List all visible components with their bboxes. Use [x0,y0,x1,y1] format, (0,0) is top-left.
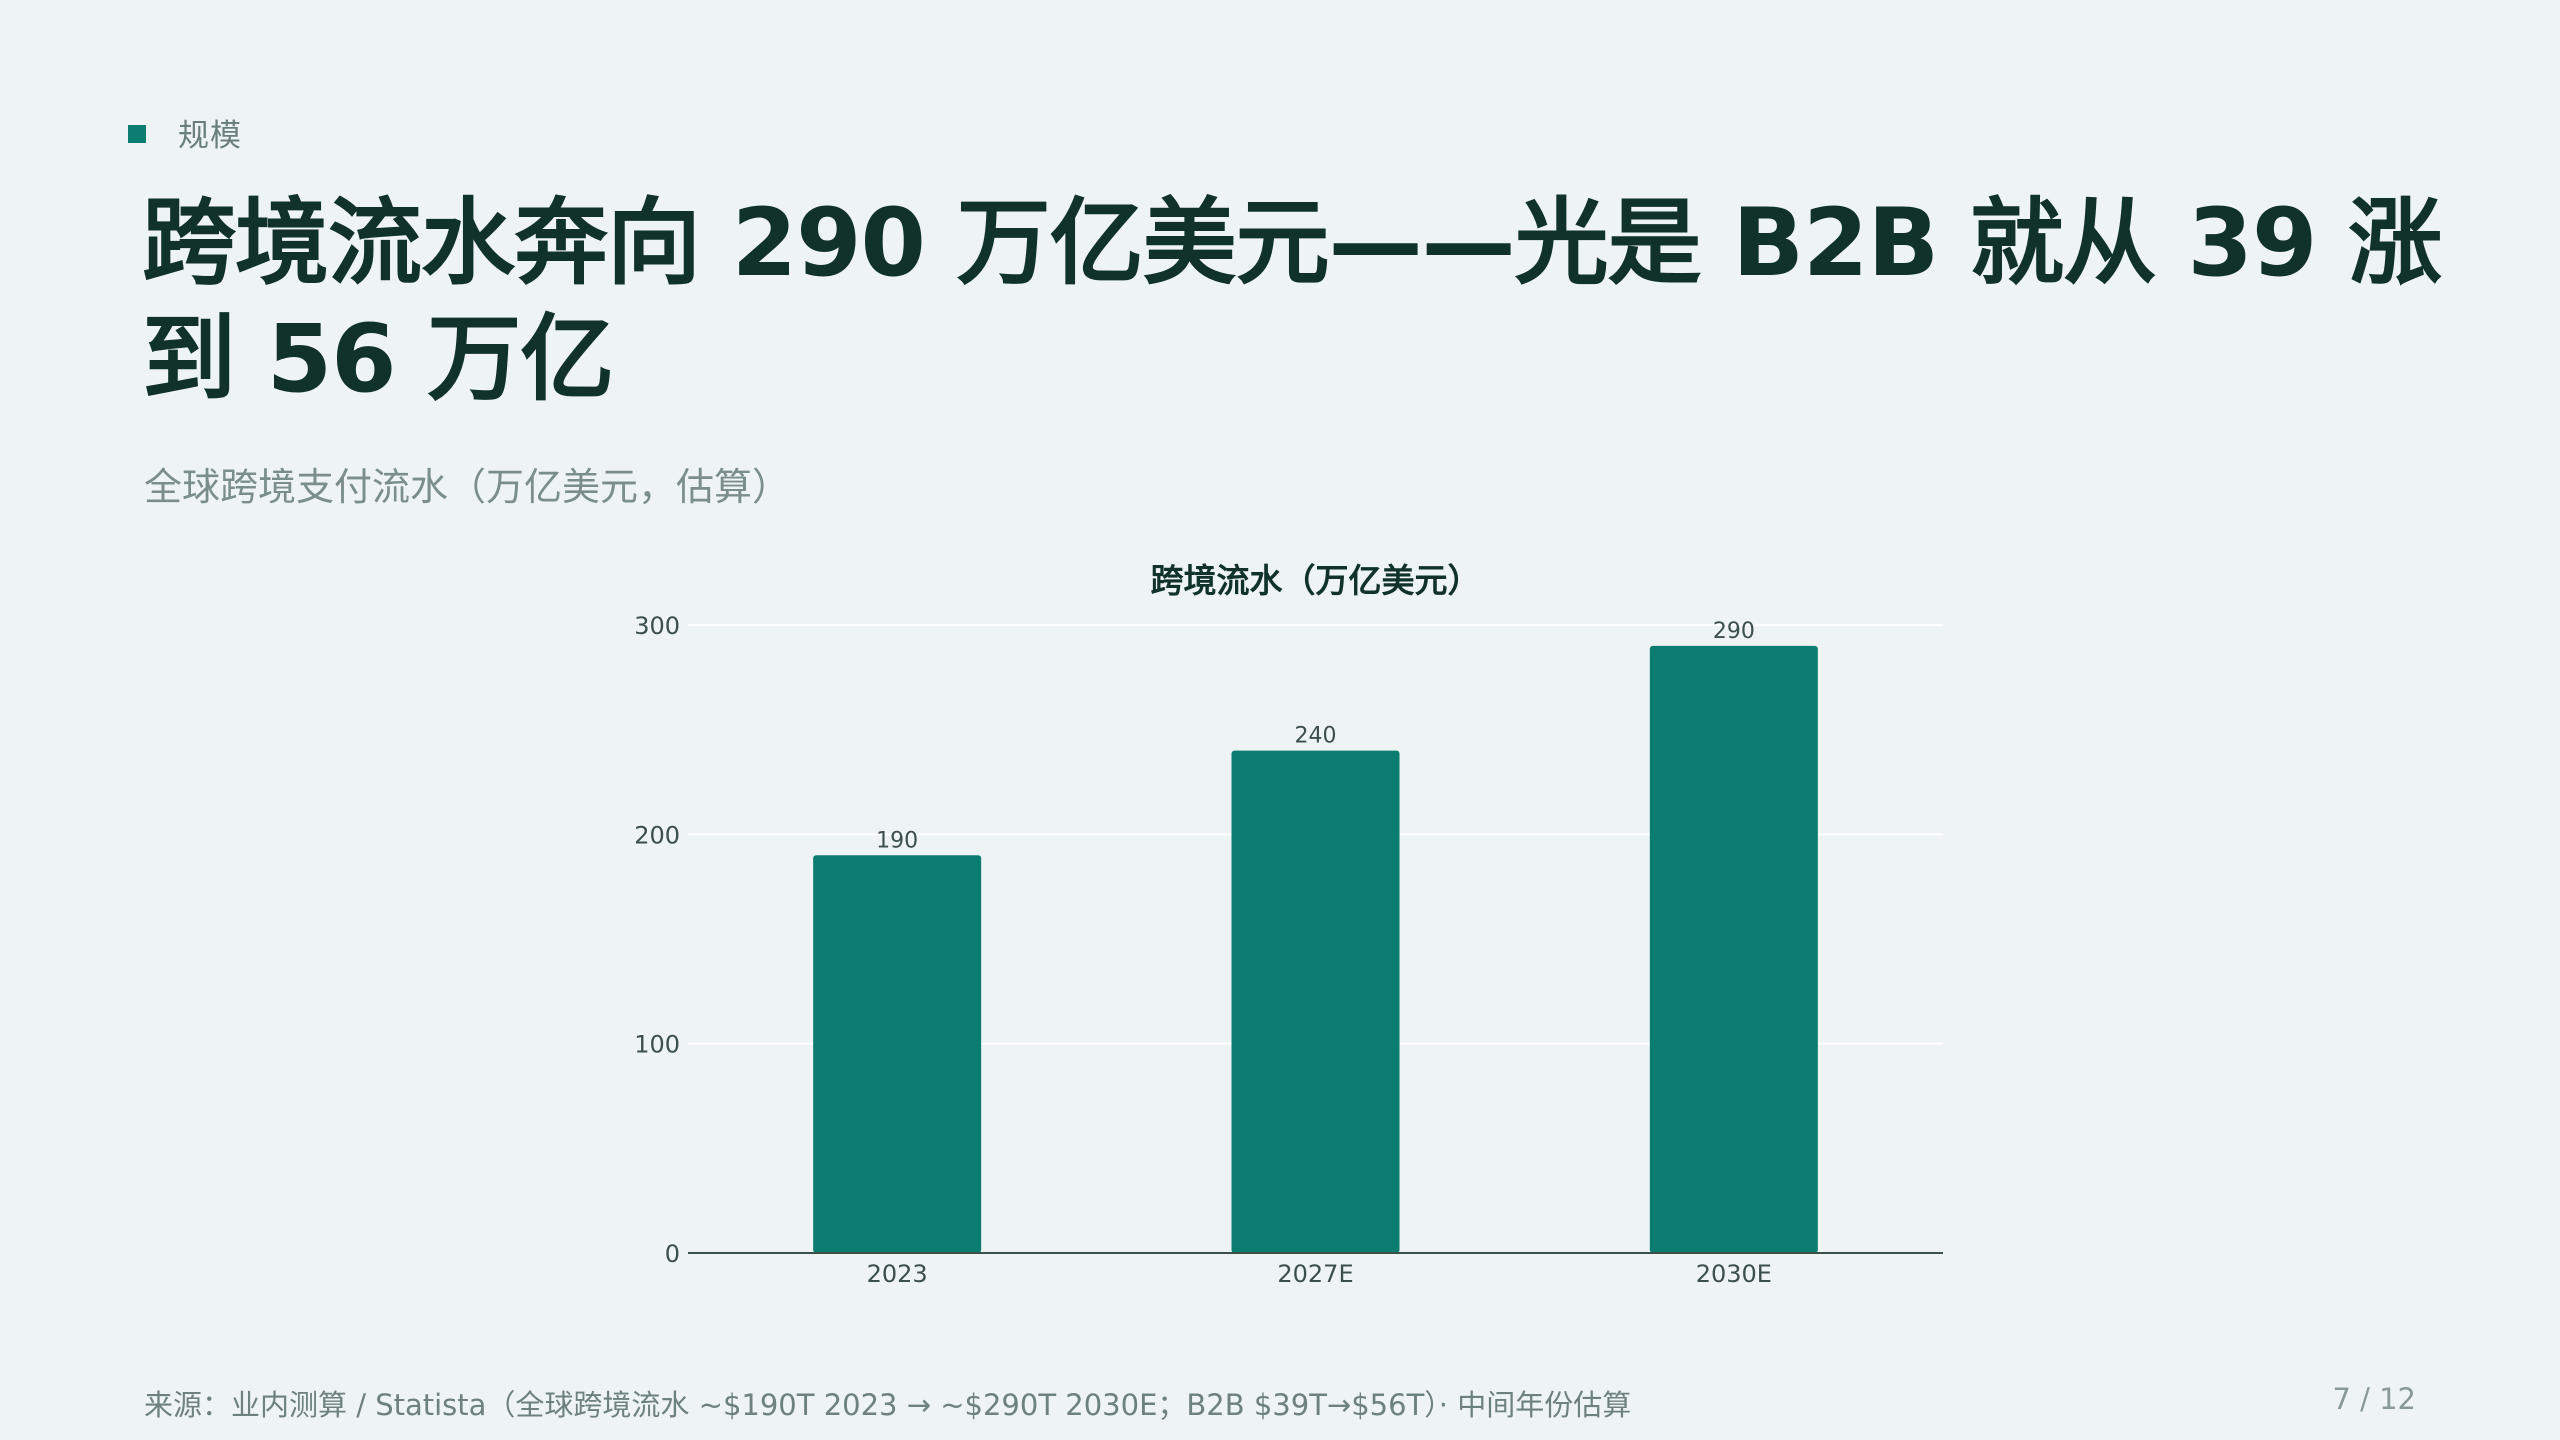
bar [813,855,981,1253]
x-tick-label: 2030E [1696,1260,1772,1288]
bar [1232,751,1400,1253]
slide-title: 跨境流水奔向 290 万亿美元——光是 B2B 就从 39 涨到 56 万亿 [142,186,2442,418]
data-label: 190 [876,828,918,853]
section-label: 规模 [178,110,242,155]
y-tick-label: 300 [634,612,680,640]
x-tick-label: 2023 [867,1260,928,1288]
data-label: 290 [1713,619,1755,644]
slide-subtitle: 全球跨境支付流水（万亿美元，估算） [144,456,790,511]
square-bullet-icon [128,125,146,143]
bar-chart: 跨境流水（万亿美元） 0 100 200 300 190 2023 240 2027E 290 20… [560,560,2000,1320]
chart-title: 跨境流水（万亿美元） [1151,561,1481,600]
x-tick-label: 2027E [1277,1260,1353,1288]
data-label: 240 [1295,724,1337,749]
source-note: 来源：业内测算 / Statista（全球跨境流水 ~$190T 2023 → … [144,1382,1631,1424]
bar [1650,646,1818,1253]
page-number: 7 / 12 [2332,1382,2416,1416]
y-tick-label: 0 [665,1240,680,1268]
y-tick-label: 100 [634,1031,680,1059]
y-tick-label: 200 [634,821,680,849]
section-kicker: 规模 [128,112,242,152]
chart-container: 跨境流水（万亿美元） 0 100 200 300 190 2023 240 2027E 290 20… [560,560,2000,1320]
